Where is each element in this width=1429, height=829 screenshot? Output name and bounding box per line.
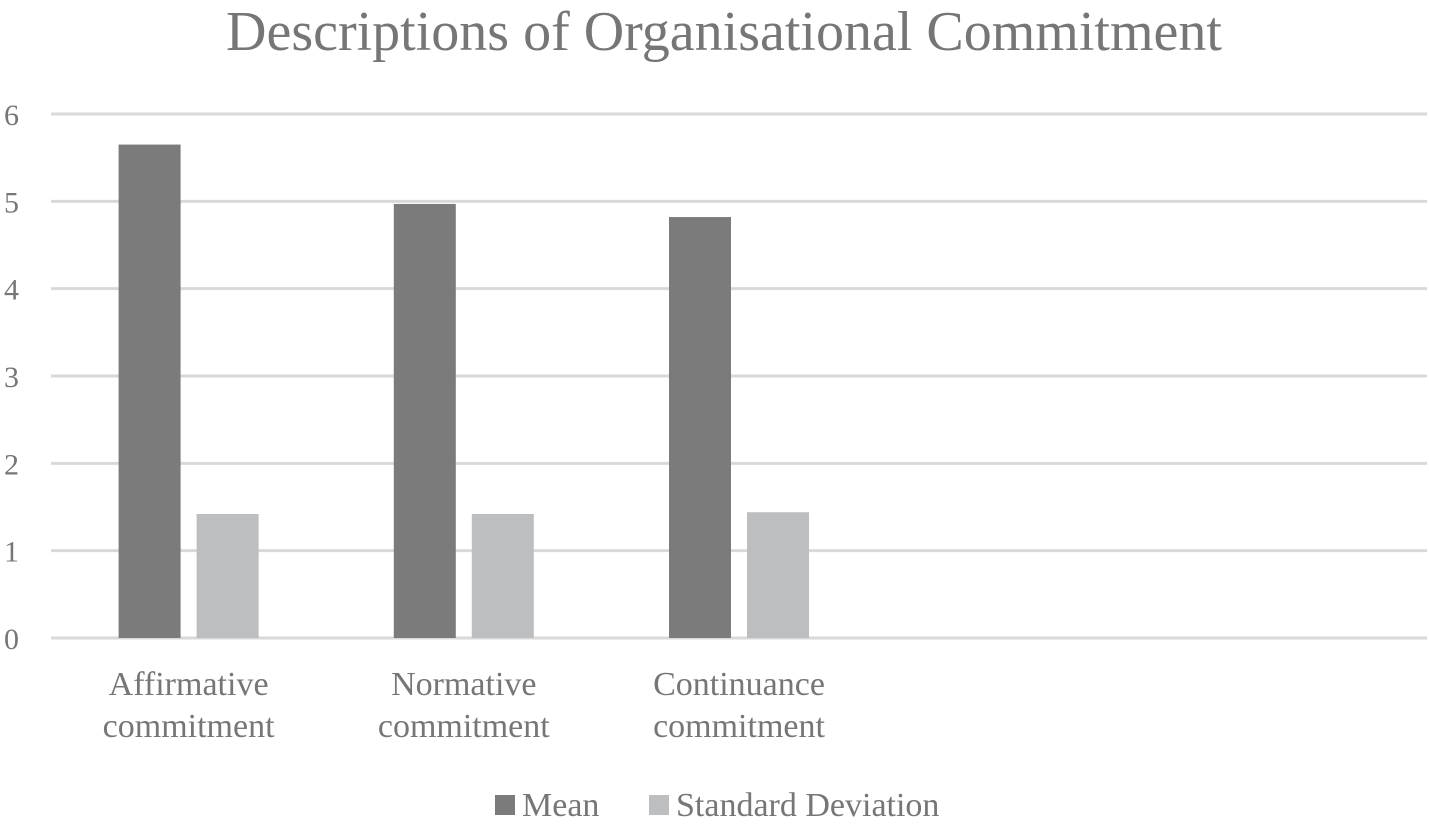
- x-category-label-0: Affirmative commitment: [103, 666, 275, 745]
- x-category-label-line: Continuance: [653, 666, 825, 703]
- y-tick-label-2: 2: [4, 448, 19, 481]
- y-tick-label-4: 4: [4, 274, 19, 307]
- x-category-label-2: Continuance commitment: [653, 666, 825, 745]
- y-tick-label-0: 0: [4, 623, 19, 656]
- legend: Mean Standard Deviation: [495, 787, 939, 824]
- bar-standard-deviation-1: [471, 513, 534, 638]
- y-tick-label-5: 5: [4, 186, 19, 219]
- x-category-label-line: commitment: [653, 708, 825, 745]
- bar-standard-deviation-2: [747, 512, 809, 638]
- chart-title: Descriptions of Organisational Commitmen…: [226, 1, 1222, 63]
- legend-swatch-mean: [495, 795, 515, 815]
- bar-mean-0: [118, 144, 181, 639]
- legend-swatch-standard-deviation: [649, 795, 669, 815]
- bar-mean-2: [669, 217, 731, 638]
- gridlines: [51, 112, 1427, 640]
- y-tick-label-6: 6: [4, 99, 19, 132]
- y-tick-label-1: 1: [4, 536, 19, 569]
- y-tick-label-3: 3: [4, 361, 19, 394]
- x-category-label-line: commitment: [378, 708, 550, 745]
- x-axis-category-labels: Affirmative commitment Normative commitment…: [103, 666, 826, 745]
- x-category-label-line: Normative: [391, 666, 536, 703]
- legend-label-mean: Mean: [522, 787, 599, 824]
- bar-standard-deviation-0: [196, 513, 259, 638]
- bar-mean-1: [393, 203, 456, 638]
- x-category-label-line: commitment: [103, 708, 275, 745]
- y-axis-tick-labels: 0 1 2 3 4 5 6: [4, 99, 19, 656]
- x-category-label-line: Affirmative: [109, 666, 269, 703]
- x-category-label-1: Normative commitment: [378, 666, 550, 745]
- legend-label-standard-deviation: Standard Deviation: [676, 787, 939, 824]
- bars: [118, 144, 809, 639]
